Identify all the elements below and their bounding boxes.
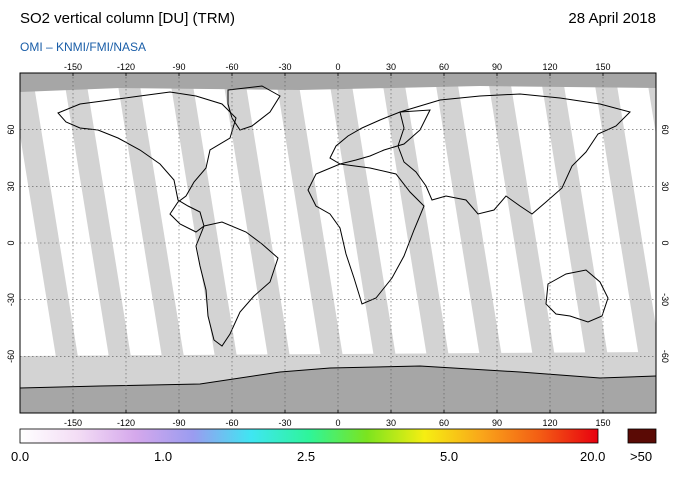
lon-tick-label-bottom: -60 [225, 418, 238, 428]
colorbar-overflow-swatch [627, 428, 657, 444]
lat-tick-label-right: 30 [660, 181, 670, 191]
lon-tick-label-top: -150 [64, 62, 82, 72]
lon-tick-label-bottom: 90 [492, 418, 502, 428]
swath-gap [328, 73, 405, 413]
lon-tick-label-top: -120 [117, 62, 135, 72]
lon-tick-label-bottom: 30 [386, 418, 396, 428]
africa-outline [307, 163, 425, 305]
swath-gap [381, 73, 458, 413]
lon-tick-label-bottom: 60 [439, 418, 449, 428]
axis-labels: -150 -150 -120 -120 -90 -90 -60 -60 -30 -30 0 0 30 30… [6, 62, 670, 428]
lon-tick-label-top: 60 [439, 62, 449, 72]
swath-gaps [20, 73, 656, 413]
antarctica-outline [20, 365, 656, 389]
date-label: 28 April 2018 [568, 10, 656, 27]
swath-gap [540, 73, 617, 413]
lat-tick-label-right: -60 [660, 350, 670, 363]
lon-tick-label-bottom: -90 [172, 418, 185, 428]
graticule [20, 73, 656, 413]
lat-tick-label-left: 0 [6, 240, 16, 245]
lon-tick-label-top: 30 [386, 62, 396, 72]
lat-tick-label-right: 60 [660, 125, 670, 135]
lon-tick-label-bottom: 0 [335, 418, 340, 428]
colorbar-label-0: 0.0 [11, 449, 30, 464]
greenland-outline [227, 85, 281, 131]
lat-tick-label-left: -60 [6, 350, 16, 363]
colorbar-label-2: 2.5 [297, 449, 316, 464]
colorbar-label-4: 20.0 [580, 449, 606, 464]
north-america-outline [57, 91, 237, 233]
lon-tick-label-top: 150 [595, 62, 610, 72]
australia-outline [545, 269, 609, 323]
coastlines [20, 85, 656, 389]
lon-tick-label-bottom: -120 [117, 418, 135, 428]
swath-gap [63, 73, 140, 413]
lon-tick-label-bottom: 150 [595, 418, 610, 428]
lon-tick-label-top: 90 [492, 62, 502, 72]
lat-tick-label-left: 60 [6, 125, 16, 135]
swath-gap [116, 73, 193, 413]
colorbar [19, 428, 599, 444]
lon-tick-label-top: -90 [172, 62, 185, 72]
lon-tick-label-top: -60 [225, 62, 238, 72]
lat-tick-label-left: 30 [6, 181, 16, 191]
lon-tick-label-bottom: -30 [278, 418, 291, 428]
asia-outline [397, 93, 631, 215]
lon-tick-label-bottom: 120 [542, 418, 557, 428]
lat-tick-label-right: -30 [660, 293, 670, 306]
europe-outline [329, 109, 431, 165]
lat-tick-label-left: -30 [6, 293, 16, 306]
swath-gap [646, 73, 656, 135]
lon-tick-label-top: -30 [278, 62, 291, 72]
swath-gap [20, 73, 87, 413]
colorbar-label-overflow: >50 [630, 449, 653, 464]
swath-gap [169, 73, 246, 413]
lat-tick-label-right: 0 [660, 240, 670, 245]
south-america-outline [195, 221, 279, 347]
colorbar-label-3: 5.0 [440, 449, 459, 464]
page-title: SO2 vertical column [DU] (TRM) [20, 10, 236, 27]
colorbar-label-1: 1.0 [154, 449, 173, 464]
lon-tick-label-bottom: -150 [64, 418, 82, 428]
swath-gap [275, 73, 352, 413]
lon-tick-label-top: 120 [542, 62, 557, 72]
credit-label: OMI – KNMI/FMI/NASA [20, 40, 147, 54]
lon-tick-label-top: 0 [335, 62, 340, 72]
